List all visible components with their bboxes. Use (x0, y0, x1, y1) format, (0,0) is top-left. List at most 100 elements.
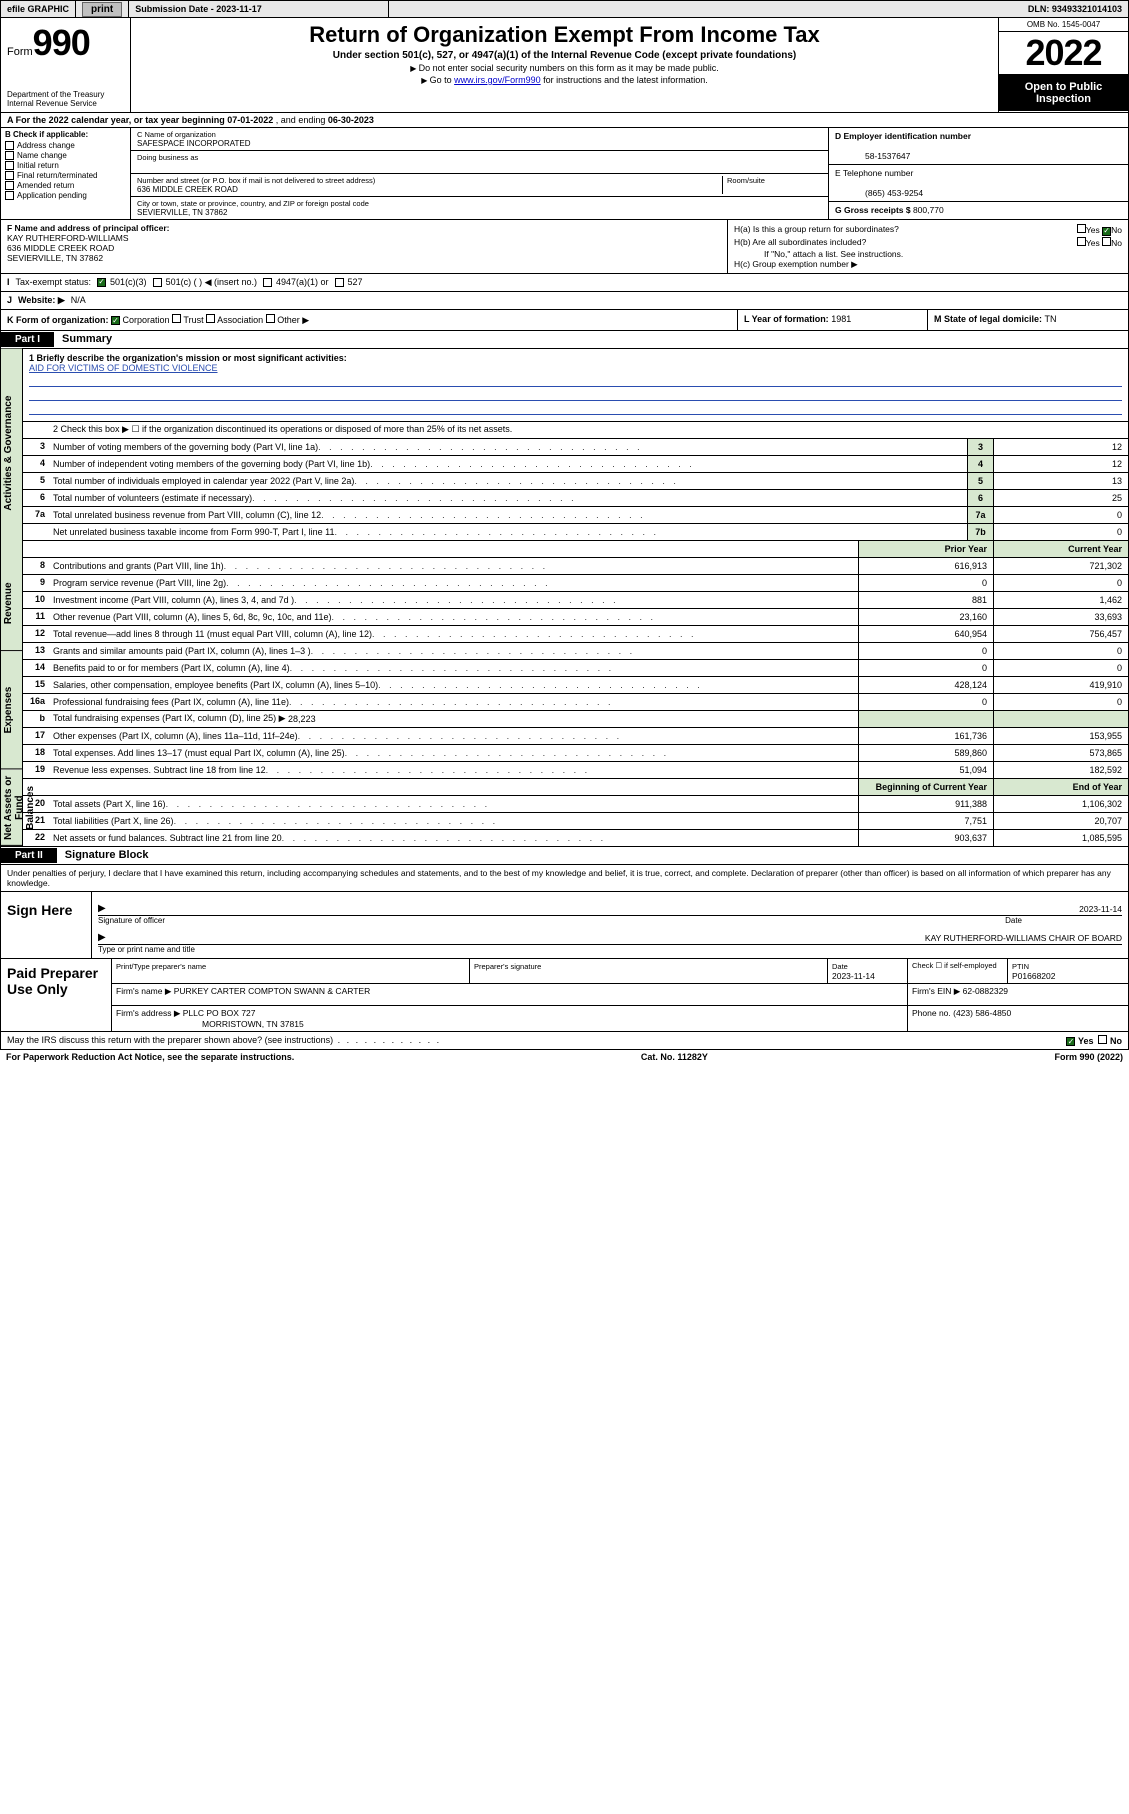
e-phone: E Telephone number (865) 453-9254 (829, 165, 1128, 202)
open-public-badge: Open to Public Inspection (999, 75, 1128, 111)
org-city: SEVIERVILLE, TN 37862 (137, 208, 822, 217)
line-18: 18 Total expenses. Add lines 13–17 (must… (23, 744, 1128, 761)
discuss-no-check[interactable] (1098, 1035, 1107, 1044)
chk-corporation[interactable]: ✓ (111, 316, 120, 325)
c-name-row: C Name of organization SAFESPACE INCORPO… (131, 128, 828, 151)
f-officer: F Name and address of principal officer:… (1, 220, 728, 273)
row-a-tax-year: A For the 2022 calendar year, or tax yea… (0, 113, 1129, 128)
chk-501c[interactable] (153, 278, 162, 287)
line-8: 8 Contributions and grants (Part VIII, l… (23, 557, 1128, 574)
chk-527[interactable] (335, 278, 344, 287)
b-label: B Check if applicable: (5, 130, 126, 139)
col-c-org-info: C Name of organization SAFESPACE INCORPO… (131, 128, 828, 219)
line-4: 4 Number of independent voting members o… (23, 455, 1128, 472)
line-17: 17 Other expenses (Part IX, column (A), … (23, 727, 1128, 744)
preparer-row1: Print/Type preparer's name Preparer's si… (112, 959, 1128, 984)
subtitle-2: Do not enter social security numbers on … (139, 63, 990, 73)
section-b-to-g: B Check if applicable: Address change Na… (0, 128, 1129, 220)
vtab-expenses: Expenses (1, 651, 22, 769)
m-domicile: M State of legal domicile: TN (928, 310, 1128, 330)
chk-association[interactable] (206, 314, 215, 323)
vtab-netassets: Net Assets or Fund Balances (1, 770, 22, 846)
discuss-yes-check[interactable]: ✓ (1066, 1037, 1075, 1046)
paid-preparer-label: Paid Preparer Use Only (1, 959, 111, 1031)
chk-final-return[interactable]: Final return/terminated (5, 171, 126, 180)
chk-amended-return[interactable]: Amended return (5, 181, 126, 190)
line-14: 14 Benefits paid to or for members (Part… (23, 659, 1128, 676)
ein-value: 58-1537647 (835, 151, 910, 161)
chk-initial-return[interactable]: Initial return (5, 161, 126, 170)
subtitle-3: Go to www.irs.gov/Form990 for instructio… (139, 75, 990, 85)
chk-501c3[interactable]: ✓ (97, 278, 106, 287)
chk-name-change[interactable]: Name change (5, 151, 126, 160)
form-number: Form990 (7, 22, 124, 64)
org-street: 636 MIDDLE CREEK ROAD (137, 185, 722, 194)
chk-4947[interactable] (263, 278, 272, 287)
line-6: 6 Total number of volunteers (estimate i… (23, 489, 1128, 506)
line-5: 5 Total number of individuals employed i… (23, 472, 1128, 489)
ha-yes-check[interactable] (1077, 224, 1086, 233)
submission-label: Submission Date - (135, 4, 216, 14)
line-15: 15 Salaries, other compensation, employe… (23, 676, 1128, 693)
vertical-tabs: Activities & Governance Revenue Expenses… (1, 349, 23, 846)
submission-date: 2023-11-17 (216, 4, 262, 14)
summary-table: 1 Briefly describe the organization's mi… (23, 349, 1128, 846)
officer-name: KAY RUTHERFORD-WILLIAMS (7, 233, 129, 243)
officer-city: SEVIERVILLE, TN 37862 (7, 253, 103, 263)
line-13: 13 Grants and similar amounts paid (Part… (23, 642, 1128, 659)
sign-here-label: Sign Here (1, 892, 91, 958)
h-group-return: H(a) Is this a group return for subordin… (728, 220, 1128, 273)
d-ein: D Employer identification number 58-1537… (829, 128, 1128, 165)
section-f-h: F Name and address of principal officer:… (0, 220, 1129, 274)
ha-no-check[interactable]: ✓ (1102, 227, 1111, 236)
hb-note: If "No," attach a list. See instructions… (734, 249, 1122, 259)
part1-title: Summary (54, 333, 112, 345)
header-right: OMB No. 1545-0047 2022 Open to Public In… (998, 18, 1128, 112)
header-mid: Return of Organization Exempt From Incom… (131, 18, 998, 112)
part2-title: Signature Block (57, 849, 149, 861)
website-value: N/A (71, 295, 86, 305)
top-bar: efile GRAPHIC print Submission Date - 20… (0, 0, 1129, 18)
chk-trust[interactable] (172, 314, 181, 323)
vtab-activities: Activities & Governance (1, 349, 22, 558)
col-header-beg-end: Beginning of Current Year End of Year (23, 778, 1128, 795)
k-form-org: K Form of organization: ✓ Corporation Tr… (1, 310, 738, 330)
dln-value: 93493321014103 (1052, 4, 1122, 14)
dln-label: DLN: (1028, 4, 1052, 14)
tax-year: 2022 (999, 32, 1128, 75)
mission-block: 1 Briefly describe the organization's mi… (23, 349, 1128, 421)
col-right-ids: D Employer identification number 58-1537… (828, 128, 1128, 219)
line-3: 3 Number of voting members of the govern… (23, 438, 1128, 455)
chk-other[interactable] (266, 314, 275, 323)
line-20: 20 Total assets (Part X, line 16) 911,38… (23, 795, 1128, 812)
dept-treasury: Department of the TreasuryInternal Reven… (7, 90, 124, 108)
irs-link[interactable]: www.irs.gov/Form990 (454, 75, 541, 85)
row-j-website: J Website: ▶ N/A (0, 292, 1129, 310)
page-footer: For Paperwork Reduction Act Notice, see … (0, 1050, 1129, 1064)
penalty-text: Under penalties of perjury, I declare th… (0, 865, 1129, 892)
efile-label: efile GRAPHIC (1, 1, 76, 17)
officer-sig-line: 2023-11-14 (98, 896, 1122, 916)
print-button[interactable]: print (82, 2, 122, 17)
hb-no-check[interactable] (1102, 237, 1111, 246)
chk-address-change[interactable]: Address change (5, 141, 126, 150)
hc-label: H(c) Group exemption number ▶ (734, 259, 1122, 270)
dln-cell: DLN: 93493321014103 (1028, 4, 1128, 14)
c-street-row: Number and street (or P.O. box if mail i… (131, 174, 828, 197)
sign-date: 2023-11-14 (1079, 904, 1122, 914)
line-7a: 7a Total unrelated business revenue from… (23, 506, 1128, 523)
g-gross: G Gross receipts $ 800,770 (829, 202, 1128, 218)
hb-yes-check[interactable] (1077, 237, 1086, 246)
col-b-checkboxes: B Check if applicable: Address change Na… (1, 128, 131, 219)
line-16b: b Total fundraising expenses (Part IX, c… (23, 710, 1128, 727)
chk-application-pending[interactable]: Application pending (5, 191, 126, 200)
summary-section: Activities & Governance Revenue Expenses… (0, 349, 1129, 847)
form-title: Return of Organization Exempt From Incom… (139, 22, 990, 48)
gross-receipts-value: 800,770 (913, 205, 944, 215)
preparer-row-addr: Firm's address ▶ PLLC PO BOX 727 MORRIST… (112, 1006, 1128, 1031)
ha-label: H(a) Is this a group return for subordin… (734, 224, 899, 236)
line-19: 19 Revenue less expenses. Subtract line … (23, 761, 1128, 778)
line-2: 2 Check this box ▶ ☐ if the organization… (23, 421, 1128, 438)
org-name: SAFESPACE INCORPORATED (137, 139, 822, 148)
topbar-spacer (389, 1, 1028, 17)
